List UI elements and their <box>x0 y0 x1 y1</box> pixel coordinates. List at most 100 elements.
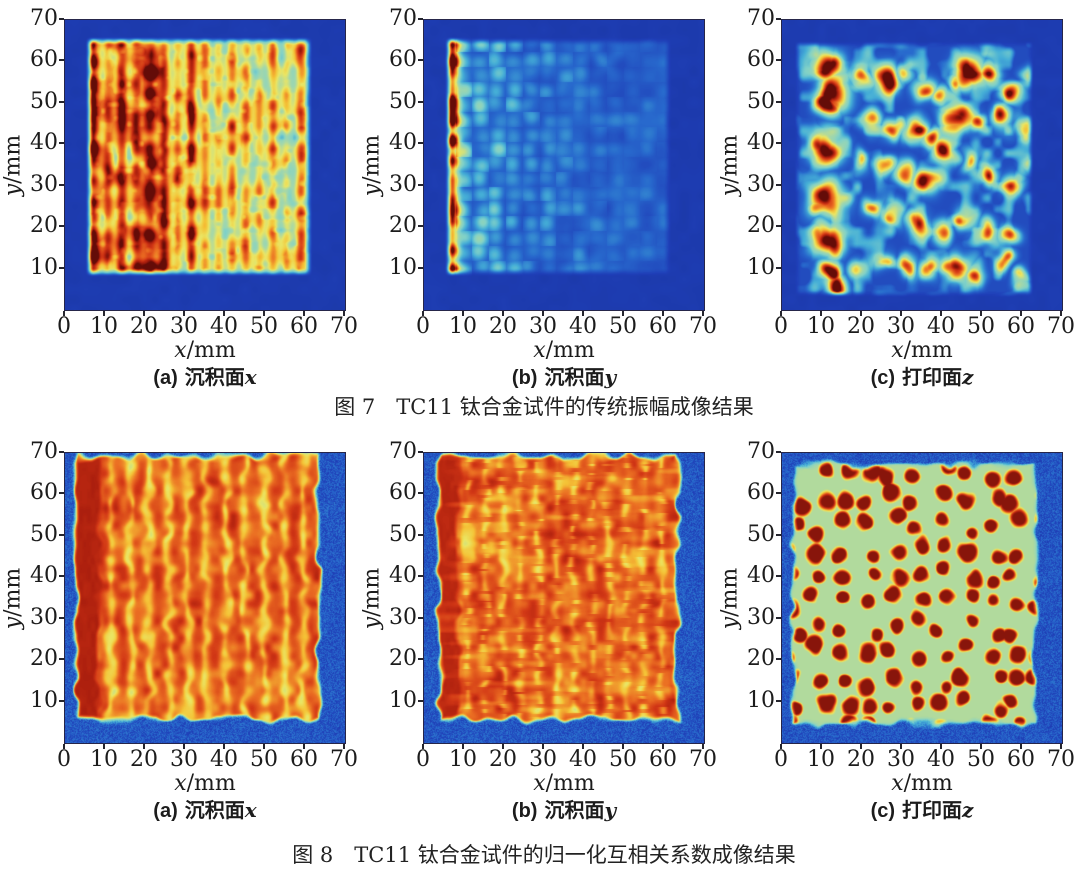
subplot-caption-text: 沉积面 <box>544 367 605 389</box>
subplot-fig8b: y/mm 10 20 30 40 50 60 70 0 10 20 30 40 50 60 70 x/mm (b)… <box>360 440 717 844</box>
subplot-fig7b: y/mm 10 20 30 40 50 60 70 0 10 20 30 40 50 60 70 x/mm (b)… <box>360 7 717 411</box>
x-tick-mark <box>223 311 225 316</box>
heatmap-canvas-fig8a <box>64 452 346 744</box>
y-tick-mark <box>776 492 781 495</box>
subplot-caption-text: 打印面 <box>902 367 963 389</box>
y-tick-label: 60 <box>30 47 58 73</box>
x-tick-mark <box>303 744 305 749</box>
x-tick-mark <box>542 744 544 749</box>
x-tick-mark <box>343 311 345 316</box>
x-tick-mark <box>542 311 544 316</box>
subplot-caption-index: (a) <box>153 800 178 822</box>
y-tick-label: 40 <box>30 130 58 156</box>
x-tick-label: 50 <box>609 747 637 772</box>
x-tick-label: 0 <box>57 314 71 339</box>
x-tick-mark <box>940 744 942 749</box>
subplot-caption-text: 沉积面 <box>184 367 245 389</box>
x-tick-label: 30 <box>887 747 915 772</box>
y-tick-label: 20 <box>389 646 417 672</box>
x-tick-label: 20 <box>847 314 875 339</box>
x-tick-mark <box>662 744 664 749</box>
x-tick-mark <box>622 744 624 749</box>
y-tick-mark <box>59 451 64 453</box>
x-tick-mark <box>103 311 105 316</box>
y-tick-label: 10 <box>747 254 775 280</box>
x-tick-mark <box>860 311 862 316</box>
y-tick-mark <box>418 533 423 536</box>
x-axis-unit: /mm <box>903 771 953 796</box>
y-tick-mark <box>418 225 423 228</box>
y-tick-label: 20 <box>389 213 417 239</box>
x-tick-label: 40 <box>210 747 238 772</box>
x-tick-label: 40 <box>927 314 955 339</box>
y-tick-mark <box>59 142 64 145</box>
x-tick-label: 60 <box>290 747 318 772</box>
subplot-caption-fig7c: (c) 打印面z <box>747 365 1088 390</box>
y-tick-label: 40 <box>747 563 775 589</box>
x-tick-mark <box>980 311 982 316</box>
x-tick-mark <box>63 744 65 749</box>
x-tick-mark <box>702 311 704 316</box>
x-tick-label: 70 <box>330 747 358 772</box>
subplot-caption-index: (a) <box>153 367 178 389</box>
y-tick-label: 20 <box>747 646 775 672</box>
y-tick-label: 60 <box>747 47 775 73</box>
y-tick-label: 40 <box>30 563 58 589</box>
x-tick-label: 20 <box>130 314 158 339</box>
x-tick-label: 60 <box>649 314 677 339</box>
x-tick-mark <box>263 744 265 749</box>
y-tick-mark <box>418 658 423 661</box>
x-axis-unit: /mm <box>186 338 236 363</box>
x-tick-mark <box>1020 311 1022 316</box>
x-tick-label: 0 <box>774 747 788 772</box>
subplot-caption-text: 沉积面 <box>544 800 605 822</box>
x-tick-label: 10 <box>807 314 835 339</box>
x-tick-label: 0 <box>416 314 430 339</box>
subplot-caption-fig8b: (b) 沉积面y <box>389 798 739 823</box>
x-tick-label: 50 <box>250 314 278 339</box>
y-tick-label: 70 <box>30 6 58 31</box>
subplot-caption-variable: x <box>244 365 257 389</box>
x-tick-label: 50 <box>250 747 278 772</box>
x-axis-unit: /mm <box>186 771 236 796</box>
x-tick-label: 0 <box>774 314 788 339</box>
y-tick-mark <box>59 658 64 661</box>
x-tick-label: 10 <box>449 747 477 772</box>
y-tick-mark <box>418 616 423 619</box>
y-tick-label: 50 <box>389 521 417 547</box>
x-tick-label: 10 <box>90 747 118 772</box>
y-tick-label: 30 <box>389 604 417 630</box>
y-tick-label: 10 <box>389 254 417 280</box>
x-tick-label: 10 <box>449 314 477 339</box>
x-axis-variable: x <box>174 771 187 796</box>
x-tick-mark <box>143 744 145 749</box>
y-tick-mark <box>776 699 781 702</box>
y-tick-label: 50 <box>747 88 775 114</box>
y-tick-mark <box>418 266 423 269</box>
x-axis-variable: x <box>174 338 187 363</box>
x-axis-variable: x <box>533 771 546 796</box>
x-tick-mark <box>223 744 225 749</box>
y-tick-mark <box>776 142 781 145</box>
x-tick-label: 40 <box>569 747 597 772</box>
y-tick-mark <box>59 533 64 536</box>
y-tick-mark <box>59 18 64 20</box>
x-tick-label: 50 <box>967 314 995 339</box>
x-tick-mark <box>63 311 65 316</box>
y-tick-label: 30 <box>747 171 775 197</box>
x-tick-mark <box>183 311 185 316</box>
x-tick-label: 50 <box>967 747 995 772</box>
subplot-caption-index: (c) <box>870 800 896 822</box>
x-tick-mark <box>780 744 782 749</box>
y-tick-label: 20 <box>30 646 58 672</box>
heatmap-canvas-fig7c <box>781 19 1063 311</box>
y-tick-label: 50 <box>747 521 775 547</box>
x-tick-label: 10 <box>90 314 118 339</box>
x-tick-mark <box>1060 744 1062 749</box>
x-tick-mark <box>1020 744 1022 749</box>
subplot-caption-fig8c: (c) 打印面z <box>747 798 1088 823</box>
x-tick-mark <box>900 744 902 749</box>
y-tick-mark <box>418 183 423 186</box>
